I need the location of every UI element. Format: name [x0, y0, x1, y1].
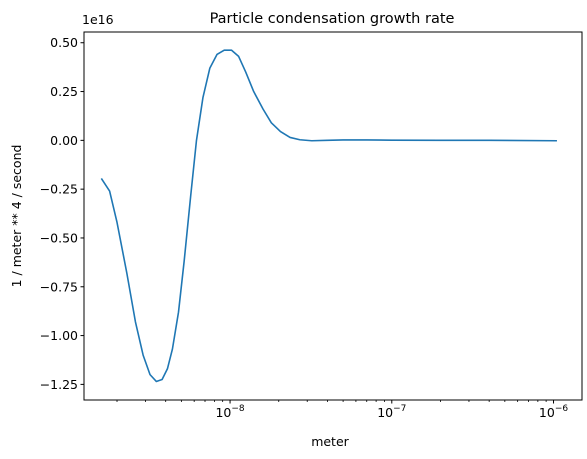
- x-tick-exponent: −6: [555, 404, 569, 414]
- y-axis-label: 1 / meter ** 4 / second: [9, 145, 24, 288]
- x-tick-base: 10: [215, 405, 231, 420]
- plot-area: 0.500.250.00−0.25−0.50−0.75−1.00−1.2510−…: [40, 35, 569, 420]
- series-line: [100, 49, 557, 383]
- x-tick-label: 10−6: [539, 404, 568, 420]
- x-tick-base: 10: [539, 405, 555, 420]
- y-tick-label: −1.00: [40, 328, 78, 343]
- x-tick-base: 10: [377, 405, 393, 420]
- y-tick-label: −1.25: [40, 377, 78, 392]
- y-offset-text: 1e16: [82, 12, 114, 27]
- y-tick-label: 0.25: [50, 84, 78, 99]
- y-tick-label: −0.25: [40, 182, 78, 197]
- y-tick-label: 0.50: [50, 35, 78, 50]
- x-axis-label: meter: [311, 434, 349, 449]
- x-tick-exponent: −7: [393, 404, 406, 414]
- x-tick-label: 10−8: [215, 404, 244, 420]
- x-tick-label: 10−7: [377, 404, 406, 420]
- y-tick-label: 0.00: [50, 133, 78, 148]
- x-tick-exponent: −8: [231, 404, 245, 414]
- chart-title: Particle condensation growth rate: [210, 11, 455, 27]
- y-tick-label: −0.50: [40, 230, 78, 245]
- plot-frame: [83, 31, 583, 401]
- y-tick-label: −0.75: [40, 279, 78, 294]
